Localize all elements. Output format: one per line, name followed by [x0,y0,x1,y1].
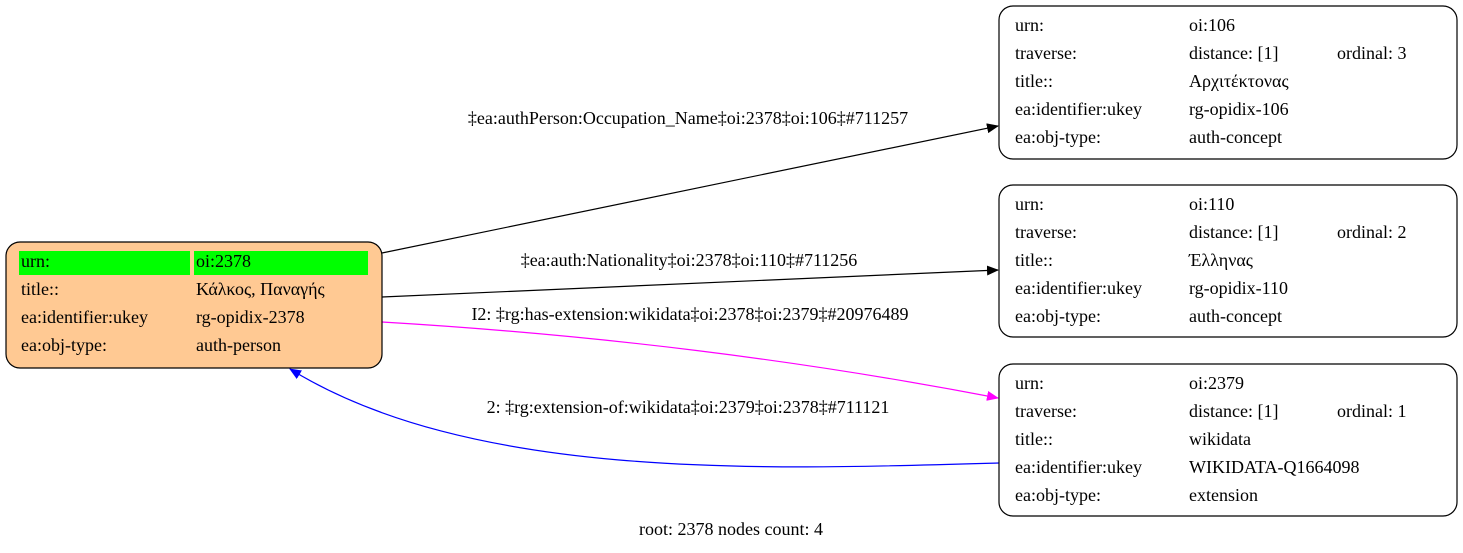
cell: oi:2378 [196,251,251,271]
cell: title:: [1015,429,1053,449]
cell: distance: [1] [1189,401,1278,421]
cell: extension [1189,485,1258,505]
cell: ea:identifier:ukey [1015,99,1142,119]
cell: oi:110 [1189,194,1234,214]
edge [381,123,999,254]
cell: title:: [1015,71,1053,91]
highlight [194,251,368,275]
cell: ea:identifier:ukey [21,307,148,327]
edge-label: I2: ‡rg:has-extension:wikidata‡oi:2378‡o… [471,304,908,324]
cell: title:: [1015,250,1053,270]
cell: ea:obj-type: [1015,127,1101,147]
cell: ea:obj-type: [1015,485,1101,505]
cell: auth-concept [1189,127,1282,147]
edge-label: 2: ‡rg:extension-of:wikidata‡oi:2379‡oi:… [487,397,890,417]
edge-label: ‡ea:auth:Nationality‡oi:2378‡oi:110‡#711… [521,250,858,270]
cell: Έλληνας [1188,250,1253,270]
cell: traverse: [1015,222,1077,242]
cell: ea:identifier:ukey [1015,457,1142,477]
cell: urn: [21,251,50,271]
cell: urn: [1015,194,1044,214]
cell: Αρχιτέκτονας [1189,71,1289,91]
cell: WIKIDATA-Q1664098 [1189,457,1360,477]
node [998,5,1458,160]
cell: distance: [1] [1189,222,1278,242]
cell: auth-concept [1189,306,1282,326]
edge-label: ‡ea:authPerson:Occupation_Name‡oi:2378‡o… [468,108,908,128]
cell: oi:2379 [1189,373,1244,393]
cell: ordinal: 2 [1337,222,1407,242]
cell: ordinal: 1 [1337,401,1407,421]
cell: ea:obj-type: [1015,306,1101,326]
cell: urn: [1015,373,1044,393]
cell: ordinal: 3 [1337,43,1407,63]
edge [381,321,999,401]
footer: root: 2378 nodes count: 4 [639,519,823,539]
cell: ea:obj-type: [21,335,107,355]
highlight [19,251,190,275]
node [998,363,1458,517]
cell: urn: [1015,15,1044,35]
edge [289,368,1000,468]
cell: distance: [1] [1189,43,1278,63]
cell: ea:identifier:ukey [1015,278,1142,298]
cell: Κάλκος, Παναγής [196,279,325,299]
cell: traverse: [1015,401,1077,421]
edge [381,265,999,298]
cell: auth-person [196,335,281,355]
cell: title:: [21,279,59,299]
node [998,184,1458,338]
cell: rg-opidix-2378 [196,307,305,327]
cell: oi:106 [1189,15,1235,35]
cell: wikidata [1189,429,1251,449]
cell: traverse: [1015,43,1077,63]
cell: rg-opidix-110 [1189,278,1288,298]
cell: rg-opidix-106 [1189,99,1289,119]
